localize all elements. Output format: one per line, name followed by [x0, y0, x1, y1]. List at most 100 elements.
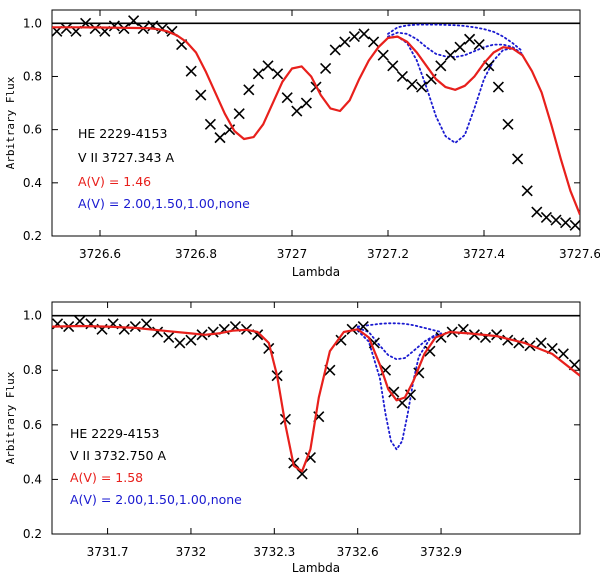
y-tick-label: 0.2	[23, 527, 42, 541]
observed-point	[74, 315, 86, 327]
observed-point	[108, 20, 120, 32]
best-fit-curve	[52, 26, 580, 216]
y-tick-label: 0.4	[23, 176, 42, 190]
model-curve-none	[387, 23, 524, 53]
x-tick-label: 3732	[176, 545, 207, 559]
observed-point	[128, 15, 140, 27]
observed-point	[464, 33, 476, 45]
observed-point	[358, 28, 370, 40]
observed-point	[163, 331, 175, 344]
annotation-line-2: V II 3732.750 A	[70, 448, 166, 463]
y-axis-label: Arbitrary Flux	[4, 76, 17, 169]
x-axis-label: Lambda	[292, 265, 340, 279]
observed-point	[89, 23, 101, 35]
observed-point	[233, 108, 245, 120]
model-curve-a-v-2-00	[387, 35, 524, 145]
observed-point	[195, 89, 207, 101]
observed-point	[388, 386, 400, 398]
model-curve-none	[356, 322, 443, 333]
observed-point	[207, 326, 219, 338]
x-tick-label: 3732.9	[420, 545, 462, 559]
y-tick-label: 0.8	[23, 363, 42, 377]
x-tick-label: 3726.8	[175, 247, 217, 261]
observed-point	[335, 334, 347, 346]
annotation-line-4: A(V) = 2.00,1.50,1.00,none	[78, 196, 250, 211]
x-tick-label: 3726.6	[79, 247, 121, 261]
observed-point	[348, 31, 360, 43]
observed-point	[152, 326, 164, 338]
observed-point	[512, 153, 524, 165]
observed-point	[300, 97, 312, 109]
annotation-line-2: V II 3727.343 A	[78, 150, 174, 165]
plot-area	[52, 314, 580, 480]
plot-frame	[51, 9, 581, 237]
observed-point	[540, 211, 552, 223]
observed-point	[118, 323, 130, 335]
observed-point	[185, 65, 197, 77]
observed-point	[502, 334, 514, 346]
plot-frame	[51, 301, 581, 535]
observed-point	[535, 337, 547, 349]
observed-point	[521, 185, 533, 197]
y-tick-label: 0.6	[23, 418, 42, 432]
y-tick-label: 0.8	[23, 69, 42, 83]
model-curve-a-v-2-00	[356, 329, 443, 452]
observed-point	[454, 41, 466, 53]
observed-point	[252, 68, 264, 80]
model-curve-a-v-1-00	[356, 326, 443, 361]
x-tick-label: 3731.7	[87, 545, 129, 559]
observed-point	[557, 348, 569, 360]
observed-point	[60, 23, 72, 35]
observed-point	[281, 92, 293, 104]
observed-point	[339, 36, 351, 48]
observed-point	[204, 118, 216, 130]
observed-point	[569, 219, 580, 231]
x-tick-label: 3727.2	[367, 247, 409, 261]
plot-area	[52, 15, 580, 231]
y-tick-label: 1.0	[23, 16, 42, 30]
observed-point	[406, 78, 418, 91]
observed-point	[396, 70, 408, 83]
x-axis-label: Lambda	[292, 561, 340, 575]
observed-point	[174, 337, 186, 349]
x-tick-label: 3727	[277, 247, 308, 261]
annotation-line-4: A(V) = 2.00,1.50,1.00,none	[70, 492, 242, 507]
y-tick-label: 0.2	[23, 229, 42, 243]
annotation-line-1: HE 2229-4153	[70, 426, 159, 441]
annotation-line-1: HE 2229-4153	[78, 126, 167, 141]
observed-point	[214, 132, 226, 144]
observed-point	[185, 334, 197, 346]
observed-point	[262, 60, 274, 72]
observed-point	[502, 118, 514, 130]
x-tick-label: 3732.3	[253, 545, 295, 559]
top-spectrum-panel: 3726.6 3726.8 3727 3727.2 3727.4 3727.6 0.2 0.4…	[4, 9, 600, 279]
observed-point	[435, 60, 447, 72]
observed-point	[129, 320, 141, 333]
observed-point	[320, 62, 332, 75]
x-tick-label: 3732.6	[337, 545, 379, 559]
best-fit-curve	[52, 324, 580, 473]
observed-point	[424, 345, 436, 357]
observed-point	[491, 329, 503, 341]
observed-point	[416, 81, 428, 93]
observed-point	[140, 318, 153, 330]
observed-point	[560, 217, 572, 229]
y-tick-label: 1.0	[23, 309, 42, 323]
observed-point	[492, 81, 504, 93]
observed-point	[368, 36, 380, 48]
bottom-spectrum-panel: 3731.7 3732 3732.3 3732.6 3732.9 0.2 0.4 0.6 0.8…	[4, 301, 581, 575]
x-tick-label: 3727.4	[463, 247, 505, 261]
observed-point	[272, 68, 284, 80]
model-curve-a-v-1-00	[387, 31, 524, 59]
observed-point	[473, 38, 485, 51]
y-axis-label: Arbitrary Flux	[4, 371, 17, 464]
y-tick-label: 0.6	[23, 123, 42, 137]
annotation-line-3: A(V) = 1.46	[78, 174, 151, 189]
observed-point	[531, 206, 543, 218]
observed-point	[296, 468, 308, 480]
observed-point	[368, 337, 380, 349]
y-tick-label: 0.4	[23, 472, 42, 486]
observed-point	[291, 105, 303, 117]
annotation-line-3: A(V) = 1.58	[70, 470, 143, 485]
